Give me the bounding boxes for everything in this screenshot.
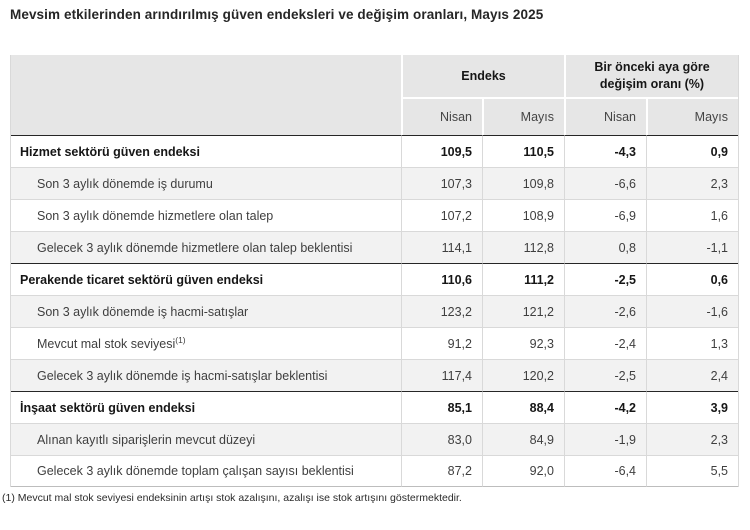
row-value: 110,5 — [482, 135, 564, 167]
row-value: 123,2 — [401, 295, 482, 327]
row-value: 2,4 — [646, 359, 739, 391]
row-value: -6,6 — [564, 167, 646, 199]
table-row: Gelecek 3 aylık dönemde hizmetlere olan … — [11, 231, 739, 263]
row-value: -1,9 — [564, 423, 646, 455]
row-value: 111,2 — [482, 263, 564, 295]
row-value: 108,9 — [482, 199, 564, 231]
row-value: 91,2 — [401, 327, 482, 359]
row-value: 0,8 — [564, 231, 646, 263]
table-row: Mevcut mal stok seviyesi(1) 91,2 92,3 -2… — [11, 327, 739, 359]
row-label: İnşaat sektörü güven endeksi — [11, 391, 401, 423]
row-value: 112,8 — [482, 231, 564, 263]
row-value: 88,4 — [482, 391, 564, 423]
row-value: -6,9 — [564, 199, 646, 231]
table-row: Perakende ticaret sektörü güven endeksi … — [11, 263, 739, 295]
row-value: 2,3 — [646, 423, 739, 455]
table-row: Son 3 aylık dönemde iş durumu 107,3 109,… — [11, 167, 739, 199]
column-group-endeks: Endeks — [401, 55, 564, 99]
row-value: 114,1 — [401, 231, 482, 263]
row-value: -4,3 — [564, 135, 646, 167]
row-label: Gelecek 3 aylık dönemde toplam çalışan s… — [11, 455, 401, 487]
row-label: Son 3 aylık dönemde hizmetlere olan tale… — [11, 199, 401, 231]
row-value: 109,8 — [482, 167, 564, 199]
row-value: 84,9 — [482, 423, 564, 455]
row-value: 1,3 — [646, 327, 739, 359]
row-value: 110,6 — [401, 263, 482, 295]
row-label: Gelecek 3 aylık dönemde hizmetlere olan … — [11, 231, 401, 263]
row-value: -2,4 — [564, 327, 646, 359]
table-row: Gelecek 3 aylık dönemde iş hacmi-satışla… — [11, 359, 739, 391]
row-label: Hizmet sektörü güven endeksi — [11, 135, 401, 167]
column-group-change-rate: Bir önceki aya göre değişim oranı (%) — [564, 55, 739, 99]
subheader-change-nisan: Nisan — [564, 99, 646, 135]
table-row: Son 3 aylık dönemde iş hacmi-satışlar 12… — [11, 295, 739, 327]
row-value: -6,4 — [564, 455, 646, 487]
header-group-row: Endeks Bir önceki aya göre değişim oranı… — [11, 55, 739, 135]
row-value: 120,2 — [482, 359, 564, 391]
table-row: İnşaat sektörü güven endeksi 85,1 88,4 -… — [11, 391, 739, 423]
row-value: 5,5 — [646, 455, 739, 487]
confidence-index-table: Endeks Bir önceki aya göre değişim oranı… — [10, 55, 740, 487]
table-body: Hizmet sektörü güven endeksi 109,5 110,5… — [11, 135, 739, 487]
row-value: -2,5 — [564, 263, 646, 295]
subheader-change-mayis: Mayıs — [646, 99, 739, 135]
row-value: 107,2 — [401, 199, 482, 231]
row-label: Son 3 aylık dönemde iş hacmi-satışlar — [11, 295, 401, 327]
row-value: 121,2 — [482, 295, 564, 327]
header-sub-row: Nisan Mayıs Nisan Mayıs — [11, 99, 739, 135]
row-value: 0,6 — [646, 263, 739, 295]
row-label: Son 3 aylık dönemde iş durumu — [11, 167, 401, 199]
row-label: Gelecek 3 aylık dönemde iş hacmi-satışla… — [11, 359, 401, 391]
row-label: Alınan kayıtlı siparişlerin mevcut düzey… — [11, 423, 401, 455]
row-label: Perakende ticaret sektörü güven endeksi — [11, 263, 401, 295]
row-value: 83,0 — [401, 423, 482, 455]
row-value: 87,2 — [401, 455, 482, 487]
row-value: 107,3 — [401, 167, 482, 199]
row-value: 117,4 — [401, 359, 482, 391]
table-header: Endeks Bir önceki aya göre değişim oranı… — [11, 55, 739, 135]
row-value: -2,6 — [564, 295, 646, 327]
row-value: 92,0 — [482, 455, 564, 487]
subheader-endeks-nisan: Nisan — [401, 99, 482, 135]
table-row: Hizmet sektörü güven endeksi 109,5 110,5… — [11, 135, 739, 167]
row-value: 85,1 — [401, 391, 482, 423]
row-value: 2,3 — [646, 167, 739, 199]
row-value: 3,9 — [646, 391, 739, 423]
row-value: -4,2 — [564, 391, 646, 423]
page-title: Mevsim etkilerinden arındırılmış güven e… — [10, 7, 544, 22]
row-value: 92,3 — [482, 327, 564, 359]
corner-cell — [11, 55, 401, 135]
table-row: Son 3 aylık dönemde hizmetlere olan tale… — [11, 199, 739, 231]
row-label: Mevcut mal stok seviyesi(1) — [11, 327, 401, 359]
row-value: -2,5 — [564, 359, 646, 391]
table-row: Alınan kayıtlı siparişlerin mevcut düzey… — [11, 423, 739, 455]
row-value: -1,6 — [646, 295, 739, 327]
row-value: 0,9 — [646, 135, 739, 167]
subheader-endeks-mayis: Mayıs — [482, 99, 564, 135]
table-row: Gelecek 3 aylık dönemde toplam çalışan s… — [11, 455, 739, 487]
row-value: 109,5 — [401, 135, 482, 167]
row-value: -1,1 — [646, 231, 739, 263]
row-value: 1,6 — [646, 199, 739, 231]
footnote: (1) Mevcut mal stok seviyesi endeksinin … — [2, 492, 462, 504]
